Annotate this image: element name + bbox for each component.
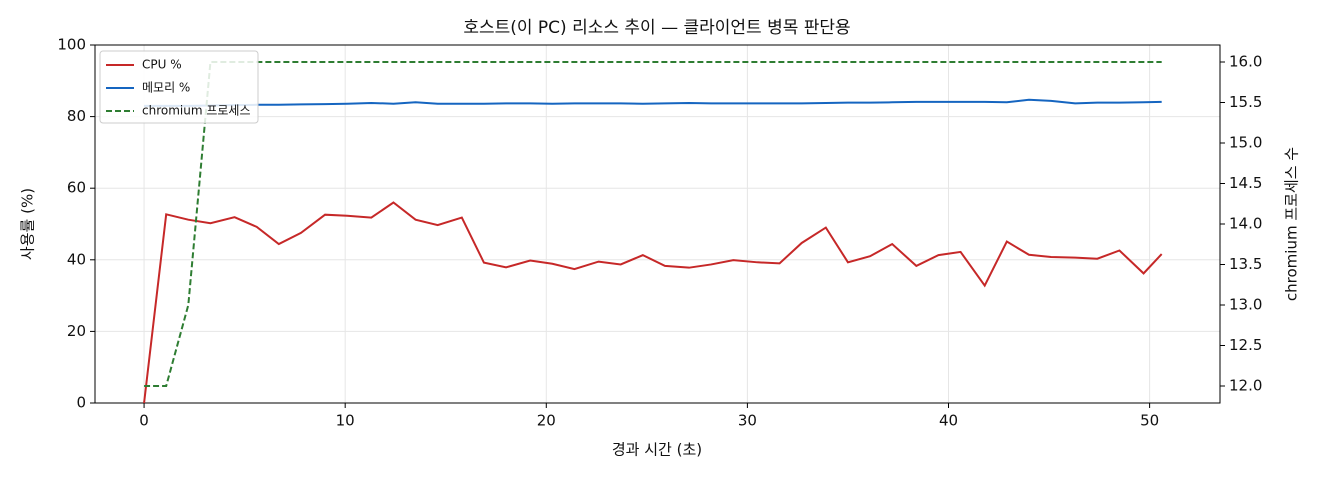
x-tick-label: 30 [738,412,757,430]
x-tick-label: 10 [336,412,355,430]
x-tick-label: 40 [939,412,958,430]
legend-label: CPU % [142,58,182,72]
y-tick-label: 0 [76,394,86,412]
y2-tick-label: 14.0 [1229,215,1262,233]
y2-tick-label: 15.5 [1229,93,1262,111]
plot-frame [94,44,1221,404]
y2-tick-label: 14.5 [1229,174,1262,192]
series-line [144,98,1162,107]
y-tick-label: 80 [67,107,86,125]
chart-title: 호스트(이 PC) 리소스 추이 — 클라이언트 병목 판단용 [463,18,850,38]
y2-tick-label: 13.5 [1229,255,1262,273]
y2-axis-label: chromium 프로세스 수 [1283,147,1301,301]
y2-tick-label: 15.0 [1229,134,1262,152]
y2-tick-label: 16.0 [1229,53,1262,71]
series-line [143,201,1163,404]
y2-tick-label: 13.0 [1229,295,1262,313]
legend: CPU % 메모리 % chromium 프로세스 [99,50,259,124]
x-axis-label: 경과 시간 (초) [612,441,702,459]
y2-tick-label: 12.0 [1229,376,1262,394]
legend-label: chromium 프로세스 [142,104,251,118]
legend-box [99,50,259,124]
legend-label: 메모리 % [142,81,190,95]
series-line [144,61,1162,387]
x-tick-label: 0 [139,412,149,430]
y-tick-label: 60 [67,179,86,197]
y2-tick-label: 12.5 [1229,336,1262,354]
y-axis-label: 사용률 (%) [19,188,37,260]
x-tick-label: 50 [1140,412,1159,430]
y-tick-label: 100 [57,36,86,54]
y-tick-label: 20 [67,322,86,340]
x-tick-label: 20 [537,412,556,430]
y-tick-label: 40 [67,250,86,268]
